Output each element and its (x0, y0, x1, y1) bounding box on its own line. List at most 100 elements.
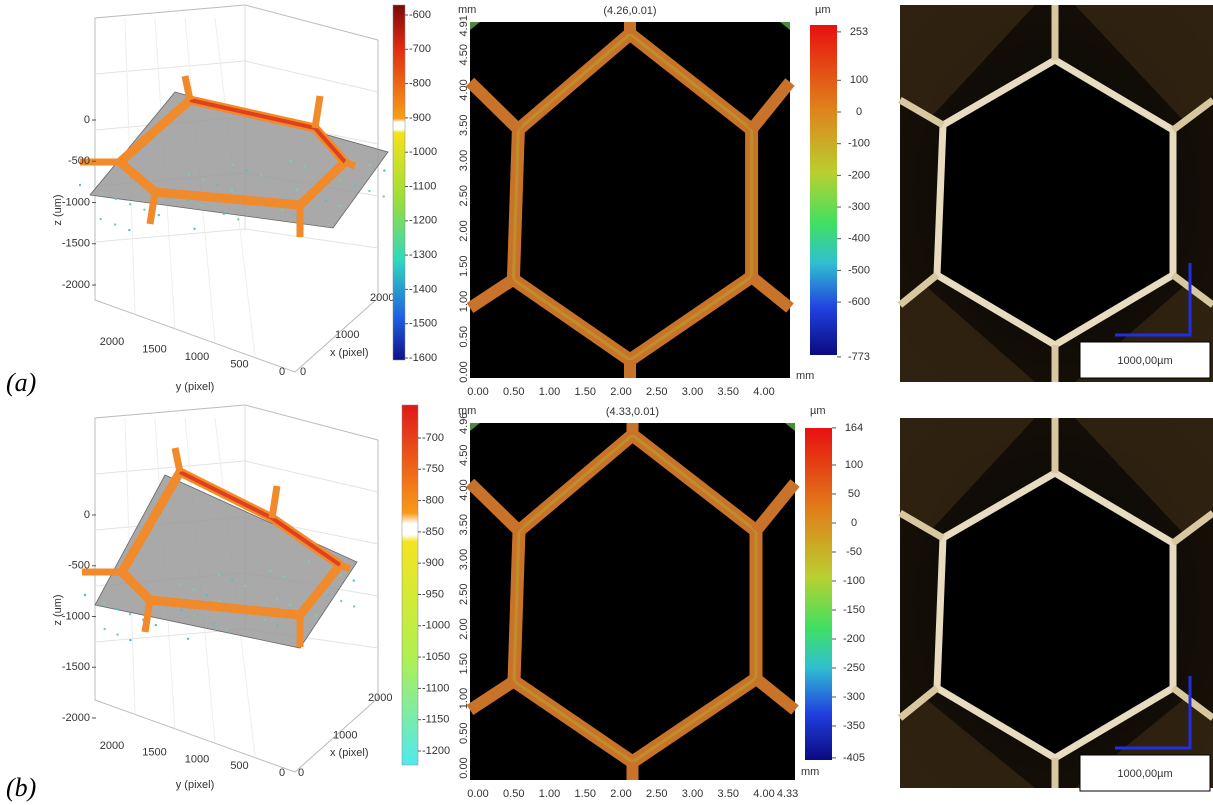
x-tick-label: 4.00 (753, 386, 774, 398)
plot3d-scatter (78, 183, 82, 187)
photo-cell (900, 700, 1035, 788)
z-tick-label: -500 (68, 560, 90, 572)
plot3d-scatter (280, 208, 284, 212)
plot3d-scatter (368, 189, 371, 193)
plot3d-scatter (212, 622, 215, 626)
colorbar-tick-label: -900 (422, 557, 444, 569)
colorbar-tick-label: -600 (409, 9, 431, 21)
x-tick-label: 1.00 (539, 788, 560, 800)
x-tick-label: 2.50 (646, 386, 667, 398)
colorbar-tick-label: -1200 (409, 215, 437, 227)
x-tick-label: 0.00 (467, 386, 488, 398)
plot3d-scatter (260, 174, 263, 177)
photo-cell (1075, 418, 1213, 533)
plot3d-scatter (218, 573, 221, 577)
plot3d-scatter (230, 579, 234, 582)
x-axis-label: x (pixel) (330, 747, 369, 759)
plot3d-wall (311, 95, 324, 129)
y-tick-label: 4.00 (458, 79, 470, 100)
colorbar-tick-label: -800 (422, 495, 444, 507)
colorbar-tick-label: -500 (848, 264, 870, 276)
plot3d-grid (244, 460, 379, 493)
colorbar-tick-label: -405 (843, 752, 865, 764)
plot3d-scatter (180, 609, 183, 612)
hex-wall-stub (466, 274, 517, 314)
x-unit: mm (796, 370, 814, 382)
photo-wall-stub (897, 272, 940, 308)
colorbar-tick-label: 164 (845, 422, 863, 434)
z-tick-label: -1500 (62, 661, 90, 673)
photo-wall-stub (898, 509, 945, 542)
plot3d-scatter (103, 602, 106, 605)
plot3d-scatter (154, 623, 157, 627)
plot3d-scatter (186, 637, 190, 640)
plot3d-scatter (237, 218, 240, 221)
y-tick-label: 1.50 (458, 256, 470, 277)
plot3d-scatter (339, 178, 342, 182)
colorbar-tick-label: -1050 (422, 651, 450, 663)
plot3d-scatter (327, 594, 330, 597)
colorbar-tick-label: -300 (848, 201, 870, 213)
plot3d-scatter (103, 627, 106, 631)
photo-wall-stub (898, 96, 945, 129)
colorbar-tick-label: -100 (843, 575, 865, 587)
scale-label: 1000,00µm (1117, 355, 1172, 367)
plot3d-scatter (383, 169, 386, 172)
photo-wall-stub (897, 685, 940, 721)
y-tick-label: 1000 (185, 753, 209, 765)
y-tick-label: 2000 (100, 740, 124, 752)
plot3d-scatter (382, 195, 385, 198)
y-tick-label: 2.50 (458, 584, 470, 605)
panel-label: (b) (6, 773, 36, 802)
x-tick-label: 0 (298, 767, 304, 779)
y-tick-label: 3.50 (458, 115, 470, 136)
plot3d-scatter (202, 178, 205, 181)
photo-wall-stub (1170, 510, 1213, 546)
plot3d-wall (268, 485, 281, 519)
plot3d-scatter (289, 159, 292, 163)
plot3d-scatter (288, 603, 292, 607)
colorbar-tick-label: -350 (843, 720, 865, 732)
colorbar-tick-label: -900 (409, 112, 431, 124)
x-tick-label: 1.50 (575, 386, 596, 398)
photo-cell (900, 287, 1035, 382)
hex-wall-stub (466, 676, 518, 716)
panel-label: (a) (6, 368, 36, 397)
y-tick-label: 0.50 (458, 326, 470, 347)
plot3d-scatter (338, 204, 342, 208)
plot3d-scatter (245, 169, 249, 172)
x-tick-label: 2.50 (646, 788, 667, 800)
colorbar-tick-label: -1000 (409, 146, 437, 158)
plot3d-wall (343, 158, 357, 170)
colorbar-tick-label: -700 (422, 432, 444, 444)
y-tick-label: 1.00 (458, 291, 470, 312)
y-tick-label: 0 (279, 366, 285, 378)
heightmap (470, 22, 790, 378)
plot3d-wall (146, 191, 159, 225)
scale-label: 1000,00µm (1117, 768, 1172, 780)
plot3d-scatter (129, 638, 132, 642)
plot3d-scatter (368, 164, 372, 167)
colorbar (392, 4, 406, 361)
scale-bar (1115, 263, 1192, 337)
colorbar-tick-label: -200 (848, 169, 870, 181)
colorbar (805, 428, 832, 760)
hex-wall-stub (751, 479, 800, 535)
colorbar-tick-label: -1150 (422, 714, 449, 726)
colorbar-tick-label: -1500 (409, 318, 437, 330)
colorbar-tick-label: -1600 (409, 352, 437, 364)
photo-wall-stub (1170, 97, 1213, 133)
plot3d-scatter (113, 223, 117, 226)
plot3d-scatter (216, 184, 219, 187)
colorbar-tick-label: -600 (848, 296, 870, 308)
y-tick-label: 0.00 (458, 361, 470, 382)
plot3d-grid (244, 228, 379, 249)
plot3d-scatter (225, 628, 228, 631)
x-axis-label: x (pixel) (330, 347, 369, 359)
plot3d-scatter (276, 598, 279, 601)
colorbar (810, 25, 837, 355)
plot3d-scatter (340, 599, 343, 603)
plot3d-scatter (352, 605, 356, 608)
plot3d-wall (338, 561, 352, 573)
plot3d-grid (244, 60, 379, 93)
